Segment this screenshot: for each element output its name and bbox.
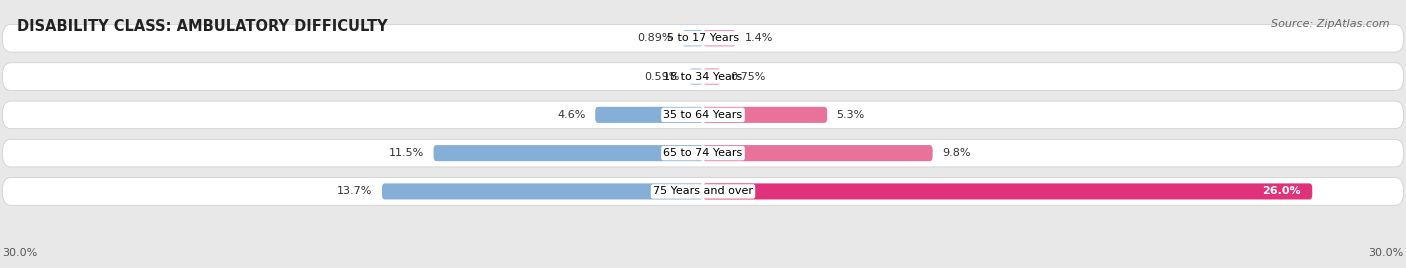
Text: 35 to 64 Years: 35 to 64 Years	[664, 110, 742, 120]
Text: 13.7%: 13.7%	[337, 187, 373, 196]
FancyBboxPatch shape	[3, 139, 1403, 167]
FancyBboxPatch shape	[703, 69, 721, 85]
FancyBboxPatch shape	[3, 63, 1403, 90]
Text: 5 to 17 Years: 5 to 17 Years	[666, 33, 740, 43]
Text: DISABILITY CLASS: AMBULATORY DIFFICULTY: DISABILITY CLASS: AMBULATORY DIFFICULTY	[17, 19, 388, 34]
Text: 11.5%: 11.5%	[389, 148, 425, 158]
FancyBboxPatch shape	[703, 145, 932, 161]
Text: 0.59%: 0.59%	[644, 72, 681, 81]
FancyBboxPatch shape	[595, 107, 703, 123]
FancyBboxPatch shape	[682, 30, 703, 46]
Text: Source: ZipAtlas.com: Source: ZipAtlas.com	[1271, 19, 1389, 29]
Text: 75 Years and over: 75 Years and over	[652, 187, 754, 196]
FancyBboxPatch shape	[703, 183, 1312, 199]
FancyBboxPatch shape	[3, 24, 1403, 52]
Text: 1.4%: 1.4%	[745, 33, 773, 43]
Text: 26.0%: 26.0%	[1263, 187, 1301, 196]
FancyBboxPatch shape	[433, 145, 703, 161]
Text: 30.0%: 30.0%	[3, 248, 38, 258]
FancyBboxPatch shape	[3, 101, 1403, 129]
Text: 18 to 34 Years: 18 to 34 Years	[664, 72, 742, 81]
FancyBboxPatch shape	[3, 178, 1403, 205]
Text: 30.0%: 30.0%	[1368, 248, 1403, 258]
Text: 9.8%: 9.8%	[942, 148, 970, 158]
Text: 4.6%: 4.6%	[557, 110, 586, 120]
Text: 0.75%: 0.75%	[730, 72, 765, 81]
FancyBboxPatch shape	[689, 69, 703, 85]
FancyBboxPatch shape	[703, 107, 827, 123]
Text: 5.3%: 5.3%	[837, 110, 865, 120]
FancyBboxPatch shape	[382, 183, 703, 199]
Text: 65 to 74 Years: 65 to 74 Years	[664, 148, 742, 158]
FancyBboxPatch shape	[703, 30, 735, 46]
Text: 0.89%: 0.89%	[637, 33, 672, 43]
